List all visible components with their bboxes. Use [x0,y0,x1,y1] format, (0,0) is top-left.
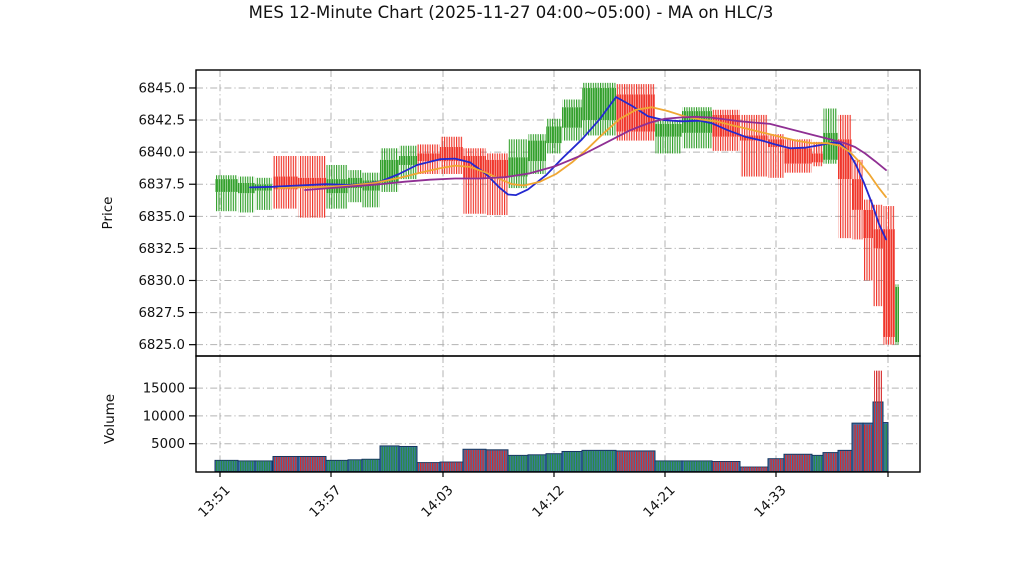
volume-bar-stripes [874,370,882,471]
candle-body [784,148,812,164]
candle-body [215,179,238,192]
x-tick-label: 13:51 [196,483,234,521]
volume-bar-stripes [547,454,561,471]
candle-wick [740,114,768,177]
MA-mid-line [277,106,887,199]
volume-bar-stripes [464,449,485,471]
volume-bar-stripes [216,460,237,471]
candle-wick [255,177,272,210]
volume-bar-stripes [839,451,851,471]
volume-bar-stripes [509,455,527,471]
volume-tick-label: 15000 [143,382,185,397]
volume-bar-stripes [683,461,711,471]
price-tick-label: 6842.5 [138,114,185,129]
candle-body [863,209,873,239]
volume-panel-frame [195,355,921,473]
price-tick-label: 6835.0 [138,210,185,225]
candle-body [562,107,582,128]
candle-body [812,153,823,163]
price-tick-label: 6845.0 [138,81,185,96]
candle-wick [873,204,883,307]
candle-wick [863,199,873,281]
x-tick-label: 14:03 [419,483,457,521]
volume-bar-stripes [381,446,398,471]
volume-bar-stripes [441,462,462,471]
price-tick-label: 6832.5 [138,242,185,257]
price-tick-label: 6827.5 [138,306,185,321]
candle-body [655,123,682,137]
volume-bar-stripes [400,447,416,471]
x-tick-label: 14:33 [752,483,790,521]
volume-bar-stripes [349,460,361,471]
candle-body [486,159,508,177]
chart-title: MES 12-Minute Chart (2025-11-27 04:00~05… [248,3,774,22]
price-axis-label: Price [100,197,116,230]
volume-axis-label: Volume [102,394,118,444]
volume-bar-stripes [418,462,439,471]
x-tick-label: 14:21 [641,483,679,521]
price-tick-label: 6830.0 [138,274,185,289]
volume-bar-stripes [656,461,681,471]
candle-body [895,286,899,343]
volume-bar-stripes [563,452,581,471]
volume-bar-stripes [785,454,811,471]
volume-bar-stripes [617,451,654,471]
candle-body [528,140,546,162]
candle-body [768,139,784,148]
volume-bar-stripes [884,424,887,471]
volume-bar-stripes [487,450,507,471]
candle-wick [238,176,255,213]
candle-body [298,177,326,189]
candle-body [238,182,255,194]
volume-bar-stripes [713,461,739,471]
candle-body [399,155,417,165]
volume-bar-stripes [769,459,783,471]
candle-body [348,177,362,189]
volume-bar-stripes [363,459,379,471]
volume-bar-stripes [741,467,767,471]
MA-fast-line [249,96,887,241]
candle-body [380,159,399,183]
candle-body [873,229,883,249]
MA-slow-line [304,115,887,191]
price-tick-label: 6837.5 [138,178,185,193]
x-tick-label: 13:57 [307,483,345,521]
volume-tick-label: 10000 [143,409,185,424]
candle-body [440,147,463,162]
price-tick-label: 6825.0 [138,338,185,353]
volume-bar-stripes [529,455,545,471]
candle-body [546,126,562,144]
volume-bar-stripes [583,451,615,471]
volume-bar-stripes [274,456,297,471]
volume-bar-stripes [813,455,822,471]
volume-tick-label: 5000 [151,437,185,452]
price-tick-label: 6840.0 [138,146,185,161]
candle-body [838,139,852,180]
volume-bar-stripes [327,460,347,471]
candle-body [508,157,528,177]
volume-bar-stripes [239,461,254,471]
candle-body [823,132,838,160]
volume-bar-stripes [299,456,325,471]
volume-bar-stripes [256,461,271,471]
candle-body [883,229,895,337]
x-tick-label: 14:12 [530,483,568,521]
volume-bar-stripes [864,424,872,471]
volume-bar-stripes [853,424,862,471]
candle-body [852,179,863,210]
volume-bar-stripes [824,453,837,471]
candle-body [417,153,440,162]
